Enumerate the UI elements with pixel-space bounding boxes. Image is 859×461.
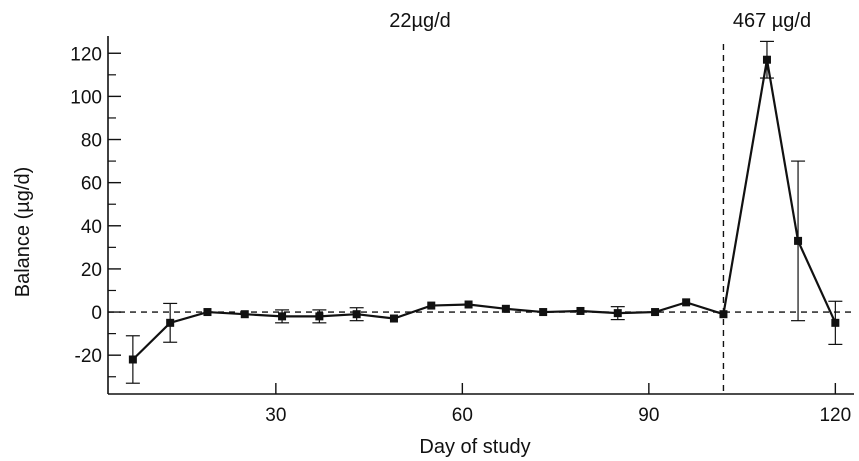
data-point <box>166 318 175 327</box>
y-tick-label: 120 <box>70 44 102 65</box>
data-point <box>352 310 361 319</box>
data-point <box>651 308 660 317</box>
data-point <box>464 300 473 309</box>
data-point <box>576 306 585 315</box>
data-point <box>427 301 436 310</box>
data-point <box>831 318 840 327</box>
y-tick-label: 40 <box>81 217 102 238</box>
data-point <box>203 308 212 317</box>
x-tick-label: 60 <box>452 405 473 426</box>
data-point <box>128 355 137 364</box>
annotation-after: 467 µg/d <box>733 10 811 32</box>
y-tick-label: 0 <box>91 303 102 324</box>
x-tick-label: 90 <box>638 405 659 426</box>
data-point <box>794 236 803 245</box>
x-tick-label: 30 <box>265 405 286 426</box>
data-point <box>389 314 398 323</box>
data-point <box>315 312 324 321</box>
y-tick-label: 100 <box>70 87 102 108</box>
annotation-before: 22µg/d <box>389 10 451 32</box>
data-point <box>501 304 510 313</box>
data-point <box>240 310 249 319</box>
data-point <box>762 55 771 64</box>
data-point <box>682 298 691 307</box>
data-point <box>278 312 287 321</box>
y-tick-label: 60 <box>81 174 102 195</box>
series-line <box>132 59 837 361</box>
y-axis-title: Balance (µg/d) <box>12 167 34 297</box>
y-tick-label: 20 <box>81 260 102 281</box>
x-tick-label: 120 <box>819 405 851 426</box>
x-axis-title: Day of study <box>419 436 530 458</box>
y-tick-label: -20 <box>75 346 102 367</box>
y-tick-label: 80 <box>81 131 102 152</box>
data-point <box>613 309 622 318</box>
data-point <box>719 310 728 319</box>
data-point <box>539 308 548 317</box>
